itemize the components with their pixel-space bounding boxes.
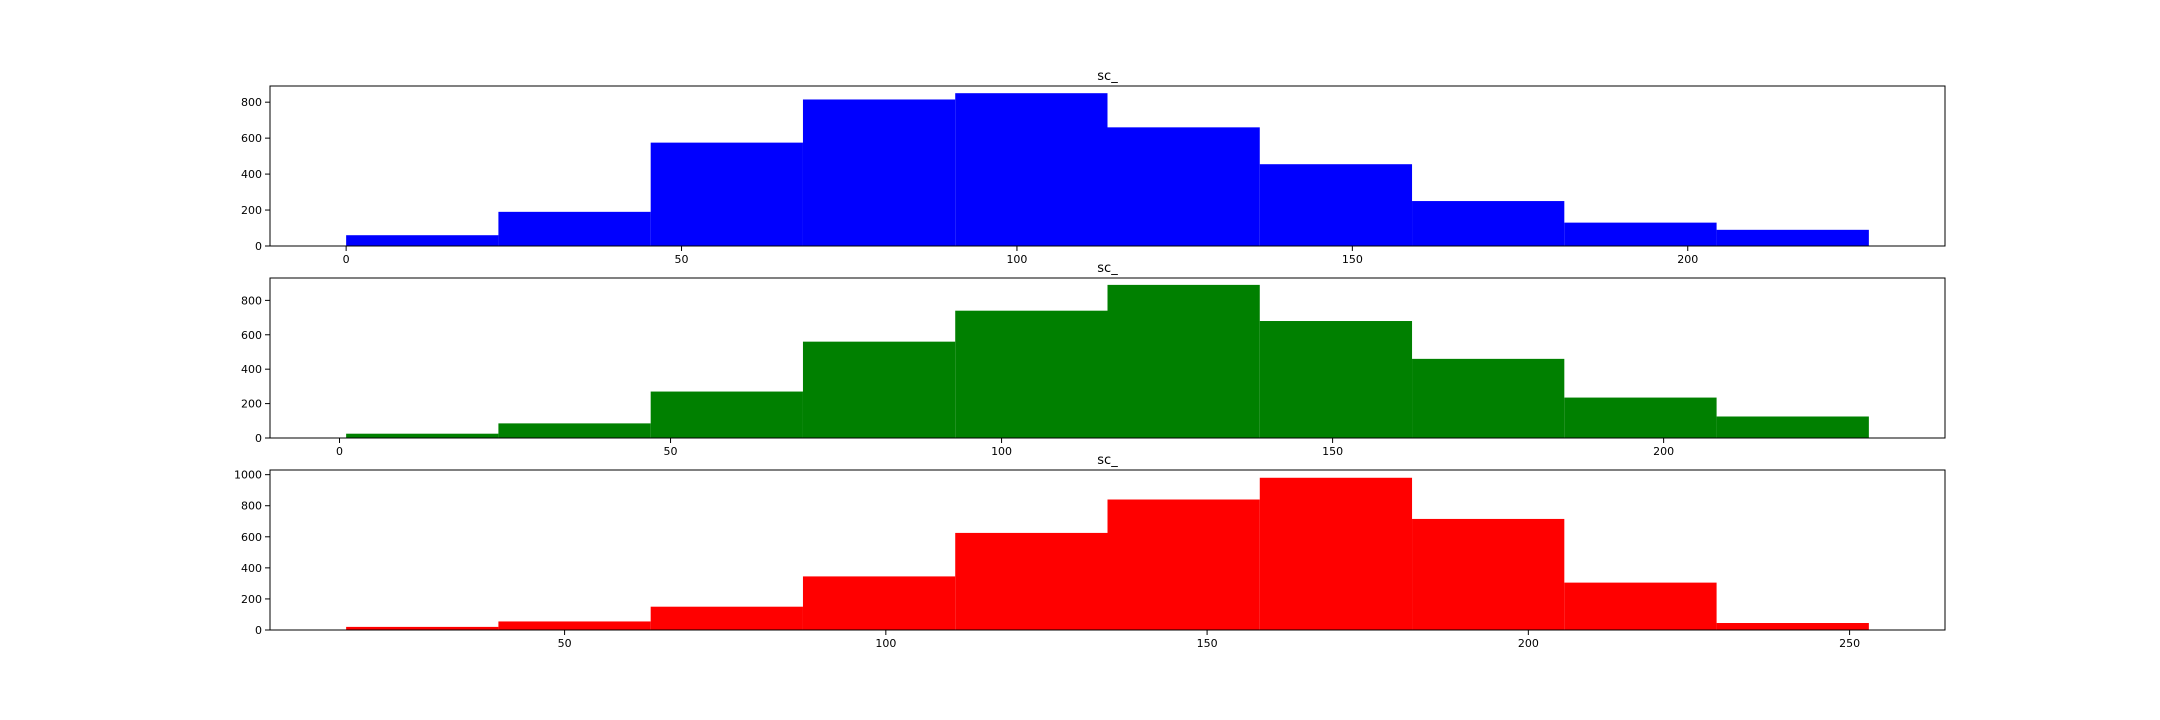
x-tick-label: 200 — [1518, 637, 1539, 650]
y-tick-label: 600 — [241, 531, 262, 544]
x-tick-label: 50 — [675, 253, 689, 266]
y-tick-label: 200 — [241, 398, 262, 411]
histogram-bar — [1107, 284, 1260, 438]
axes-frame — [269, 469, 1946, 631]
histogram-bar — [650, 391, 803, 438]
histogram-bar — [346, 433, 499, 438]
histogram-bar — [1716, 229, 1869, 246]
histogram-panel-1: 0 50 100 150 200 0 200 400 600 800 sc_ — [241, 69, 1946, 266]
histogram-panel-3: 50 100 150 200 250 0 200 400 600 800 1000 sc_ — [234, 453, 1946, 650]
histogram-bar — [1107, 499, 1260, 630]
histogram-bar — [802, 576, 956, 630]
y-tick-label: 800 — [241, 500, 262, 513]
panel-title: sc_ — [1097, 69, 1118, 84]
x-tick-label: 150 — [1322, 445, 1343, 458]
x-tick-label: 150 — [1342, 253, 1363, 266]
axes-frame — [269, 85, 1946, 247]
histogram-bar — [650, 142, 803, 246]
histogram-bar — [1564, 222, 1717, 246]
histogram-bar — [346, 626, 499, 630]
histogram-bar — [1564, 397, 1717, 438]
x-tick-label: 200 — [1653, 445, 1674, 458]
histogram-bar — [650, 606, 803, 630]
x-tick-label: 150 — [1197, 637, 1218, 650]
y-tick-label: 600 — [241, 132, 262, 145]
y-tick-label: 1000 — [234, 469, 262, 482]
histogram-bar — [955, 93, 1108, 246]
x-tick-label: 0 — [336, 445, 343, 458]
histogram-bar — [498, 621, 651, 630]
x-tick-label: 100 — [875, 637, 896, 650]
y-tick-label: 800 — [241, 294, 262, 307]
x-tick-label: 50 — [664, 445, 678, 458]
histogram-bar — [1564, 582, 1717, 630]
x-tick-label: 0 — [343, 253, 350, 266]
x-tick-label: 250 — [1839, 637, 1860, 650]
histogram-bar — [1716, 416, 1869, 438]
y-tick-label: 400 — [241, 363, 262, 376]
histogram-bar — [498, 423, 651, 438]
histogram-bar — [1412, 358, 1565, 438]
histogram-bar — [1107, 127, 1260, 246]
y-tick-label: 0 — [255, 624, 262, 637]
panel-title: sc_ — [1097, 453, 1118, 468]
histogram-panel-2: 0 50 100 150 200 0 200 400 600 800 sc_ — [241, 261, 1946, 458]
histogram-bar — [346, 235, 499, 246]
y-tick-label: 0 — [255, 432, 262, 445]
histogram-bar — [1412, 201, 1565, 246]
panel-title: sc_ — [1097, 261, 1118, 276]
x-tick-label: 50 — [558, 637, 572, 650]
histogram-bar — [1412, 518, 1565, 630]
x-tick-label: 200 — [1677, 253, 1698, 266]
y-tick-label: 800 — [241, 96, 262, 109]
histogram-bar — [955, 532, 1108, 630]
histogram-bar — [1259, 321, 1413, 438]
histogram-bar — [802, 99, 956, 246]
histogram-bar — [1259, 477, 1413, 630]
histogram-bar — [1716, 623, 1869, 630]
histogram-bar — [802, 341, 956, 438]
y-tick-label: 200 — [241, 204, 262, 217]
y-tick-label: 400 — [241, 562, 262, 575]
histogram-bar — [498, 211, 651, 246]
x-tick-label: 100 — [1006, 253, 1027, 266]
y-tick-label: 600 — [241, 329, 262, 342]
y-tick-label: 0 — [255, 240, 262, 253]
y-tick-label: 400 — [241, 168, 262, 181]
histogram-bar — [1259, 164, 1413, 246]
x-tick-label: 100 — [991, 445, 1012, 458]
histogram-bar — [955, 310, 1108, 438]
y-tick-label: 200 — [241, 593, 262, 606]
axes-frame — [269, 277, 1946, 439]
